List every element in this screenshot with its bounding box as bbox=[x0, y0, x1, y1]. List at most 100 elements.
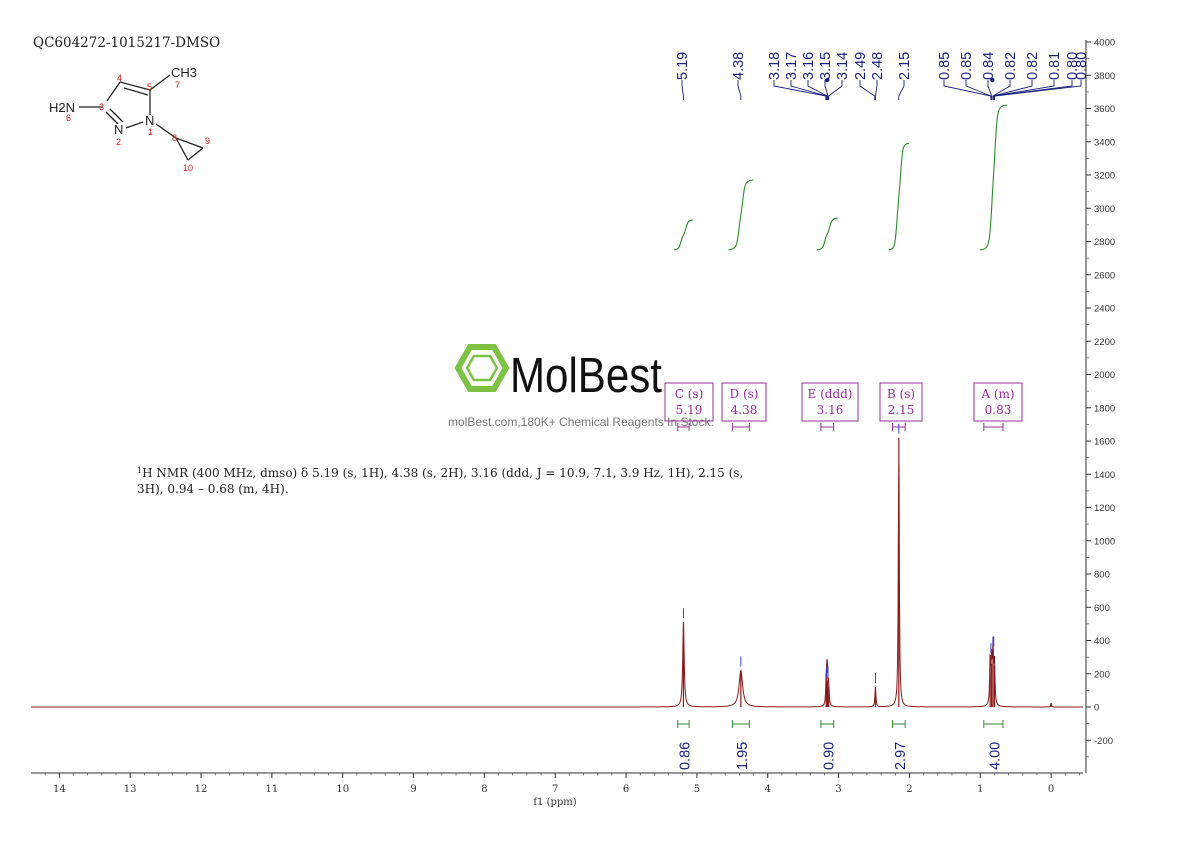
y-tick-label: 600 bbox=[1094, 603, 1110, 614]
y-tick-label: 1800 bbox=[1094, 403, 1115, 414]
y-tick-label: 3800 bbox=[1094, 71, 1115, 82]
integral-bracket bbox=[677, 720, 690, 728]
peak-shift-label: 3.16 bbox=[801, 52, 817, 80]
bond-c9-c10 bbox=[187, 147, 204, 161]
integral-value-label: 4.00 bbox=[987, 742, 1003, 770]
svg-text:1H NMR (400 MHz, dmso) δ 5.19: 1H NMR (400 MHz, dmso) δ 5.19 (s, 1H), 4… bbox=[137, 466, 743, 480]
peak-label-leader bbox=[943, 80, 992, 100]
peak-group-node bbox=[990, 77, 995, 83]
integral-curve bbox=[979, 104, 1007, 251]
multiplet-boxes: C (s) 5.19 D (s) 4.38 E (ddd) 3.16 B (s) 2.15 A … bbox=[664, 382, 1023, 431]
multiplet-shift: 4.38 bbox=[731, 403, 758, 417]
bond-c8-c10 bbox=[175, 137, 189, 161]
y-tick-label: 1400 bbox=[1094, 470, 1115, 481]
peak-label-leader bbox=[993, 80, 1082, 100]
x-tick-label: 5 bbox=[694, 784, 700, 795]
atom-n2: N bbox=[114, 122, 123, 137]
bond-c4-c5-double bbox=[123, 87, 149, 96]
peak-shift-label: 2.49 bbox=[853, 52, 869, 80]
peak-label-leader bbox=[992, 80, 1011, 100]
peak-label-leader bbox=[993, 80, 1055, 100]
multiplet-name: E (ddd) bbox=[808, 387, 853, 401]
peak-label-leader bbox=[859, 80, 876, 100]
y-tick-label: 1200 bbox=[1094, 503, 1115, 514]
y-tick-label: 2400 bbox=[1094, 304, 1115, 315]
integral-curve bbox=[673, 219, 694, 251]
y-tick-label: 200 bbox=[1094, 669, 1110, 680]
peak-label-leader bbox=[898, 80, 905, 100]
sample-id: QC604272-1015217-DMSO bbox=[33, 35, 220, 51]
y-tick-label: -200 bbox=[1094, 736, 1113, 747]
chemical-structure: H2N N N CH3 1 2 3 4 5 6 7 8 9 10 bbox=[49, 65, 210, 173]
multiplet-range bbox=[677, 423, 690, 431]
atom-number: 3 bbox=[99, 102, 104, 112]
peak-shift-label: 0.82 bbox=[1025, 52, 1041, 80]
y-tick-label: 3000 bbox=[1094, 204, 1115, 215]
atom-number: 4 bbox=[117, 73, 122, 83]
nmr-description-line1: H NMR (400 MHz, dmso) δ 5.19 (s, 1H), 4.… bbox=[142, 466, 743, 480]
peak-label-leader bbox=[681, 80, 684, 100]
integral-value-label: 2.97 bbox=[893, 742, 909, 770]
atom-n1: N bbox=[145, 113, 154, 128]
y-tick-label: 1000 bbox=[1094, 536, 1115, 547]
bond-n1-c8 bbox=[155, 123, 177, 139]
bond-n2-c3-double bbox=[109, 108, 124, 123]
x-tick-label: 14 bbox=[53, 784, 66, 795]
peak-shift-label: 3.15 bbox=[818, 52, 834, 80]
x-tick-label: 9 bbox=[410, 784, 416, 795]
multiplet-shift: 5.19 bbox=[676, 403, 703, 417]
peak-shift-label: 4.38 bbox=[731, 52, 747, 80]
multiplet-name: C (s) bbox=[675, 387, 704, 401]
multiplet-name: B (s) bbox=[887, 387, 915, 401]
integral-curve bbox=[816, 217, 838, 251]
y-tick-label: 400 bbox=[1094, 636, 1110, 647]
atom-number: 5 bbox=[147, 82, 152, 92]
atom-number: 8 bbox=[172, 133, 177, 143]
multiplet-shift: 0.83 bbox=[985, 403, 1012, 417]
y-tick-label: 800 bbox=[1094, 570, 1110, 581]
peak-shift-label: 0.81 bbox=[1047, 52, 1063, 80]
y-tick-label: 3600 bbox=[1094, 104, 1115, 115]
x-tick-label: 11 bbox=[265, 784, 278, 795]
peak-label-leader bbox=[828, 80, 843, 100]
x-tick-label: 4 bbox=[765, 784, 771, 795]
multiplet-range bbox=[983, 423, 1004, 431]
integral-value-label: 0.86 bbox=[677, 742, 693, 770]
y-tick-label: 4000 bbox=[1094, 38, 1115, 49]
bond-c8-c9 bbox=[175, 137, 204, 149]
atom-number: 10 bbox=[183, 163, 193, 173]
integral-value-label: 0.90 bbox=[821, 742, 837, 770]
watermark-brand: MolBest bbox=[510, 349, 662, 403]
multiplet-range bbox=[731, 423, 750, 431]
peak-shift-label: 0.85 bbox=[937, 52, 953, 80]
y-tick-label: 2600 bbox=[1094, 270, 1115, 281]
integral-markers: 0.86 1.95 0.90 2.97 4.00 bbox=[677, 720, 1004, 770]
spectrum bbox=[31, 423, 1083, 708]
multiplet-name: D (s) bbox=[730, 387, 759, 401]
nmr-description-sup: 1 bbox=[137, 466, 142, 475]
peak-label-leader bbox=[987, 80, 993, 100]
peak-label-leader bbox=[824, 80, 829, 100]
integral-bracket bbox=[983, 720, 1004, 728]
y-tick-label: 2800 bbox=[1094, 237, 1115, 248]
integral-curve bbox=[888, 142, 910, 251]
x-tick-label: 2 bbox=[906, 784, 912, 795]
multiplet-box bbox=[973, 382, 1023, 422]
atom-number: 7 bbox=[175, 80, 180, 90]
x-tick-label: 13 bbox=[124, 784, 137, 795]
peak-label-leader bbox=[790, 80, 828, 100]
multiplet-box bbox=[721, 382, 767, 422]
bond-n1-n2 bbox=[125, 121, 144, 129]
peak-shift-label: 2.15 bbox=[897, 52, 913, 80]
x-tick-label: 1 bbox=[977, 784, 983, 795]
peak-shift-label: 0.82 bbox=[1003, 52, 1019, 80]
y-tick-label: 2000 bbox=[1094, 370, 1115, 381]
bond-c3-c4 bbox=[106, 81, 121, 102]
integral-bracket bbox=[820, 720, 835, 728]
atom-number: 2 bbox=[116, 137, 121, 147]
peak-group-node bbox=[825, 77, 830, 83]
integral-curves bbox=[673, 104, 1007, 251]
spectrum-trace bbox=[31, 464, 1083, 708]
benzene-logo-icon bbox=[454, 344, 510, 392]
